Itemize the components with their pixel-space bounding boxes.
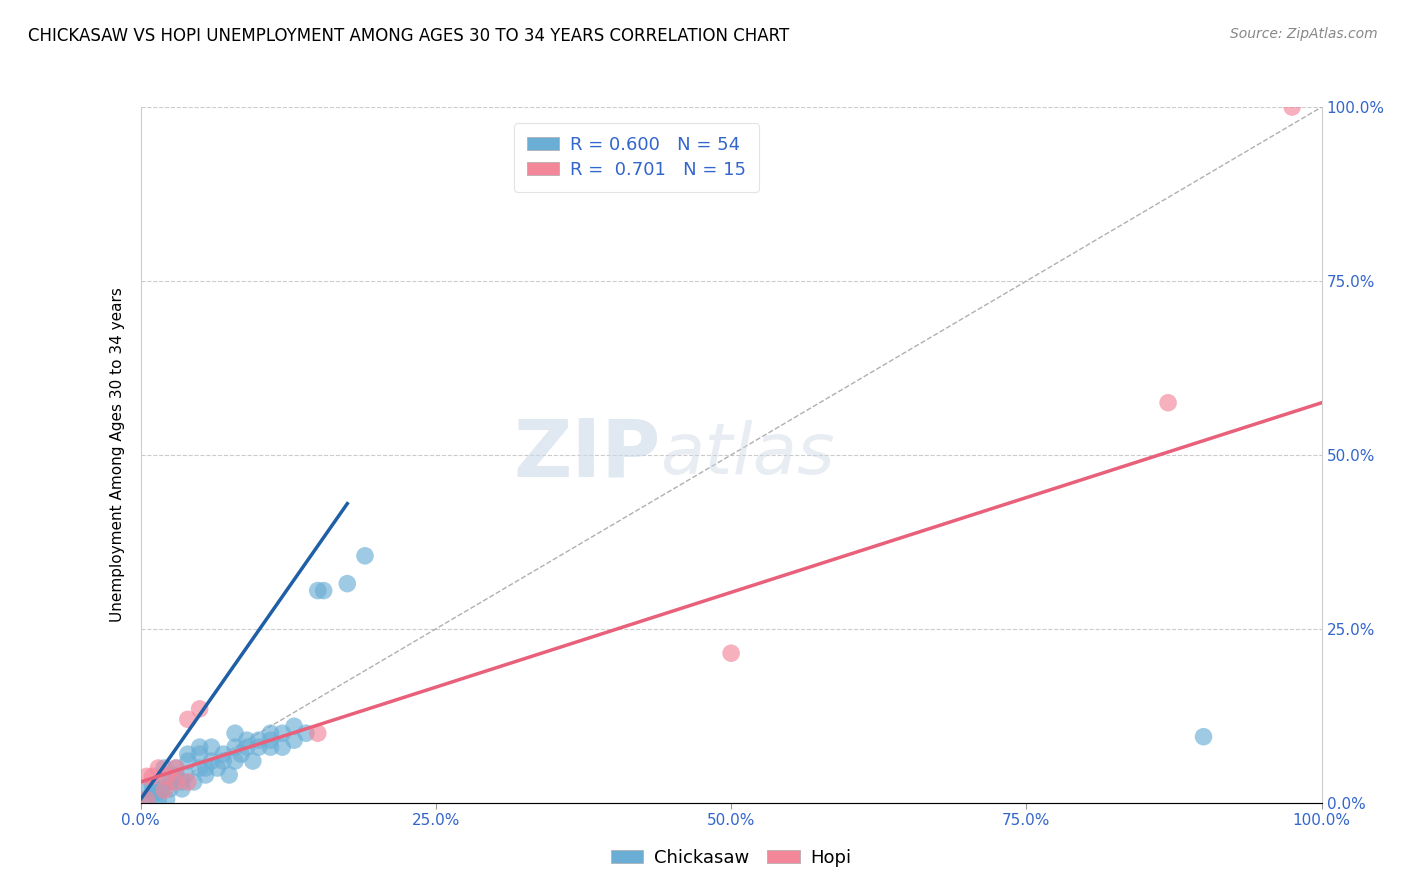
Point xyxy=(148,761,170,775)
Text: Source: ZipAtlas.com: Source: ZipAtlas.com xyxy=(1230,27,1378,41)
Point xyxy=(247,733,270,747)
Point xyxy=(165,775,187,789)
Point xyxy=(200,740,222,755)
Point xyxy=(1157,396,1180,410)
Text: atlas: atlas xyxy=(661,420,835,490)
Point xyxy=(141,785,163,799)
Point xyxy=(148,785,170,799)
Point xyxy=(170,781,193,796)
Point xyxy=(188,702,211,716)
Point xyxy=(212,754,235,768)
Point xyxy=(336,576,359,591)
Point xyxy=(194,761,217,775)
Point xyxy=(159,781,181,796)
Point xyxy=(165,761,187,775)
Point xyxy=(218,768,240,782)
Point xyxy=(229,747,252,761)
Point xyxy=(141,778,163,792)
Point xyxy=(224,726,246,740)
Point xyxy=(148,792,170,806)
Point xyxy=(139,792,162,806)
Point xyxy=(188,747,211,761)
Point xyxy=(212,747,235,761)
Point xyxy=(170,775,193,789)
Point xyxy=(165,761,187,775)
Point xyxy=(135,792,157,806)
Point xyxy=(177,775,200,789)
Point xyxy=(135,769,157,783)
Point xyxy=(188,740,211,755)
Point xyxy=(141,769,163,783)
Point xyxy=(720,646,742,660)
Point xyxy=(194,768,217,782)
Point xyxy=(236,733,259,747)
Point xyxy=(174,768,197,782)
Point xyxy=(1281,100,1303,114)
Point xyxy=(153,783,176,797)
Point xyxy=(283,733,305,747)
Point xyxy=(242,754,264,768)
Point xyxy=(135,783,157,797)
Point xyxy=(155,792,177,806)
Point xyxy=(135,792,157,806)
Point xyxy=(271,726,294,740)
Point xyxy=(183,775,205,789)
Point xyxy=(207,761,229,775)
Point xyxy=(259,740,281,755)
Point xyxy=(188,761,211,775)
Point xyxy=(177,754,200,768)
Point xyxy=(307,726,329,740)
Point xyxy=(283,719,305,733)
Point xyxy=(259,726,281,740)
Point xyxy=(1192,730,1215,744)
Legend: Chickasaw, Hopi: Chickasaw, Hopi xyxy=(603,842,859,874)
Point xyxy=(259,733,281,747)
Point xyxy=(312,583,335,598)
Point xyxy=(150,781,173,796)
Point xyxy=(236,740,259,755)
Point xyxy=(295,726,318,740)
Point xyxy=(200,754,222,768)
Point xyxy=(155,769,177,783)
Text: ZIP: ZIP xyxy=(513,416,661,494)
Y-axis label: Unemployment Among Ages 30 to 34 years: Unemployment Among Ages 30 to 34 years xyxy=(110,287,125,623)
Point xyxy=(177,712,200,726)
Point xyxy=(177,747,200,761)
Point xyxy=(165,768,187,782)
Legend: R = 0.600   N = 54, R =  0.701   N = 15: R = 0.600 N = 54, R = 0.701 N = 15 xyxy=(515,123,759,192)
Point xyxy=(159,775,181,789)
Point xyxy=(247,740,270,755)
Point xyxy=(354,549,377,563)
Point xyxy=(307,583,329,598)
Point xyxy=(224,754,246,768)
Point xyxy=(271,740,294,755)
Point xyxy=(153,761,176,775)
Point xyxy=(224,740,246,755)
Text: CHICKASAW VS HOPI UNEMPLOYMENT AMONG AGES 30 TO 34 YEARS CORRELATION CHART: CHICKASAW VS HOPI UNEMPLOYMENT AMONG AGE… xyxy=(28,27,789,45)
Point xyxy=(153,775,176,789)
